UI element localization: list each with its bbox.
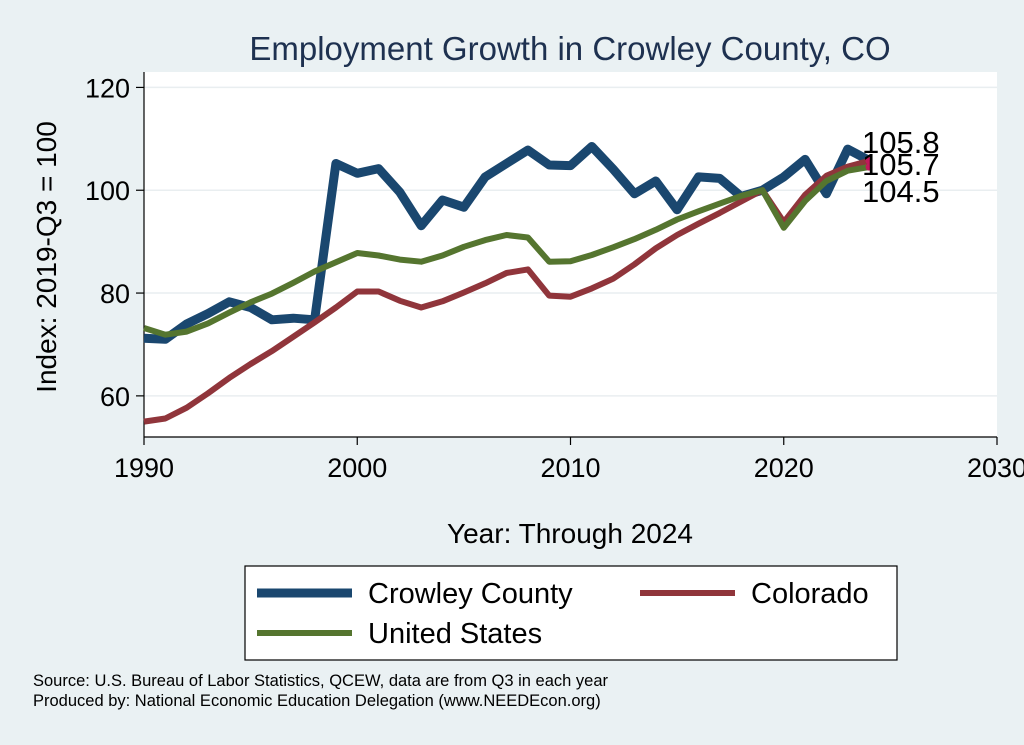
end-marker-1	[865, 157, 873, 165]
x-tick-label: 1990	[114, 453, 174, 483]
y-tick-label: 120	[85, 73, 130, 103]
series-line-2	[143, 164, 870, 338]
tick-labels: 60 80 100 120 1990 2000 2010 2020 2030	[85, 73, 1024, 483]
series-line-1	[143, 158, 870, 425]
x-axis-label: Year: Through 2024	[447, 518, 693, 549]
series-lines	[143, 142, 873, 425]
y-tick-label: 60	[100, 382, 130, 412]
end-value-label: 105.8	[862, 125, 940, 160]
grid-lines	[144, 86, 997, 397]
legend: Crowley County Colorado United States	[244, 565, 898, 661]
y-tick-label: 80	[100, 279, 130, 309]
x-tick-label: 2010	[540, 453, 600, 483]
x-tick-label: 2030	[967, 453, 1024, 483]
y-tick-label: 100	[85, 176, 130, 206]
end-value-label: 105.7	[862, 147, 940, 182]
chart-title: Employment Growth in Crowley County, CO	[249, 30, 890, 67]
x-tick-label: 2000	[327, 453, 387, 483]
produced-by-note: Produced by: National Economic Education…	[33, 692, 601, 710]
end-value-label: 104.5	[862, 174, 940, 209]
plot-area	[144, 72, 997, 437]
axes	[136, 72, 998, 445]
x-tick-label: 2020	[754, 453, 814, 483]
line-chart: 60 80 100 120 1990 2000 2010 2020 2030 105.8105.…	[31, 30, 1024, 661]
legend-label: Colorado	[751, 578, 869, 610]
y-axis-label: Index: 2019-Q3 = 100	[31, 121, 62, 393]
legend-label: United States	[368, 618, 542, 650]
source-note: Source: U.S. Bureau of Labor Statistics,…	[33, 672, 609, 690]
legend-label: Crowley County	[368, 578, 573, 610]
end-marker-2	[865, 163, 873, 171]
